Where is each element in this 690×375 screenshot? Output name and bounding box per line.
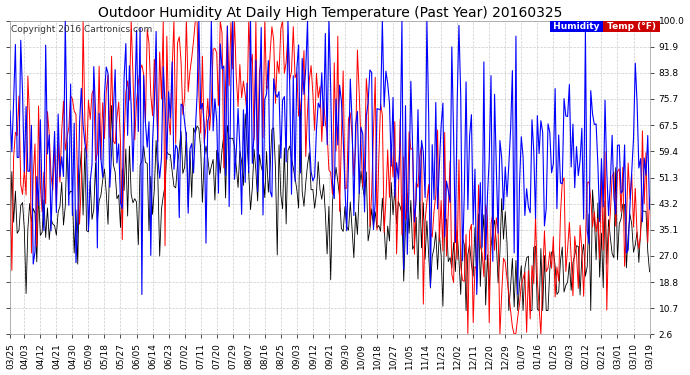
Title: Outdoor Humidity At Daily High Temperature (Past Year) 20160325: Outdoor Humidity At Daily High Temperatu… — [97, 6, 562, 20]
Text: Copyright 2016 Cartronics.com: Copyright 2016 Cartronics.com — [11, 26, 152, 34]
Text: Humidity (%): Humidity (%) — [551, 22, 624, 31]
Text: Temp (°F): Temp (°F) — [604, 22, 659, 31]
